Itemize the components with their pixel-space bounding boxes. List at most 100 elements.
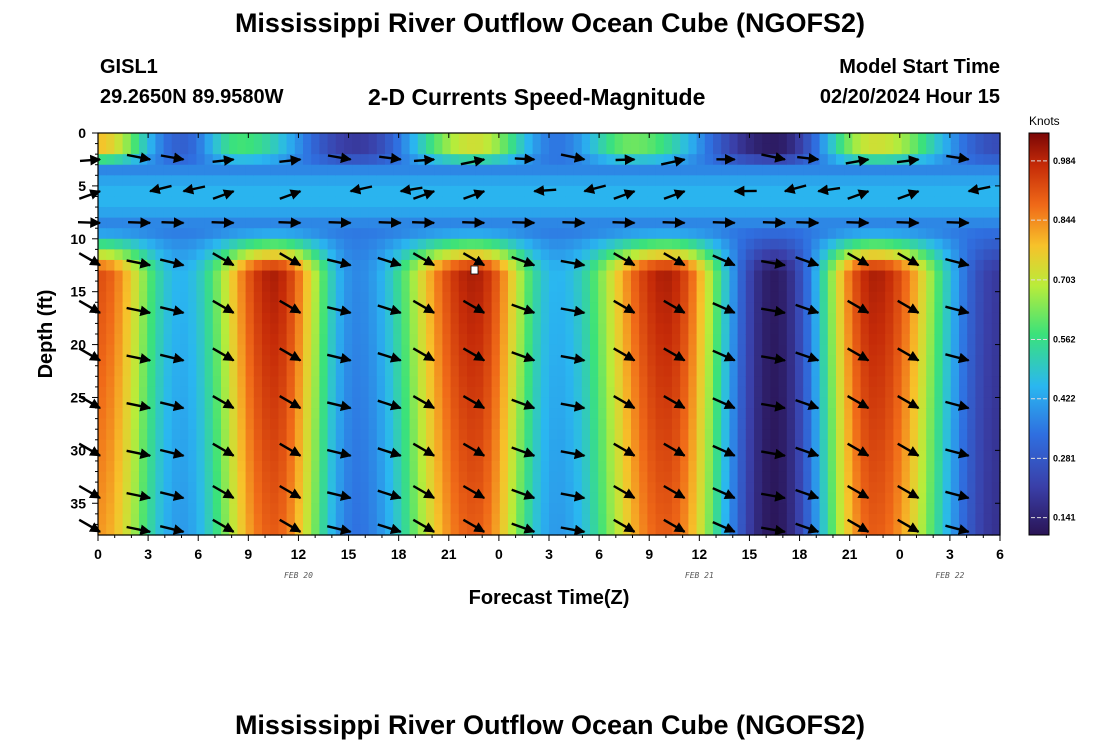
heatmap-cell xyxy=(860,207,870,219)
heatmap-cell xyxy=(975,302,985,314)
heatmap-cell xyxy=(278,207,288,219)
heatmap-cell xyxy=(803,460,812,473)
heatmap-cell xyxy=(352,175,361,187)
current-vector-arrow xyxy=(78,395,101,410)
heatmap-cell xyxy=(745,259,755,272)
heatmap-cell xyxy=(106,334,115,346)
heatmap-cell xyxy=(942,429,952,441)
heatmap-cell xyxy=(934,323,944,335)
heatmap-cell xyxy=(360,185,370,198)
current-vector-arrow xyxy=(712,487,736,500)
heatmap-cell xyxy=(114,418,124,430)
heatmap-cell xyxy=(196,207,206,219)
heatmap-cell xyxy=(409,460,419,473)
heatmap-cell xyxy=(811,238,821,250)
heatmap-cell xyxy=(860,133,870,145)
heatmap-cell xyxy=(647,492,657,504)
heatmap-cell xyxy=(499,228,509,240)
heatmap-cell xyxy=(877,249,886,261)
current-vector-arrow xyxy=(660,156,686,167)
heatmap-cell xyxy=(704,418,714,430)
heatmap-cell xyxy=(98,344,107,356)
heatmap-cell xyxy=(122,471,132,483)
heatmap-cell xyxy=(508,249,517,261)
heatmap-cell xyxy=(655,503,665,515)
heatmap-cell xyxy=(581,365,591,377)
heatmap-cell xyxy=(688,397,698,409)
heatmap-cell xyxy=(442,344,452,356)
heatmap-cell xyxy=(893,460,903,473)
heatmap-cell xyxy=(893,185,903,198)
heatmap-cell xyxy=(639,397,648,409)
heatmap-cell xyxy=(286,164,296,176)
heatmap-cell xyxy=(508,482,517,494)
heatmap-cell xyxy=(836,154,845,166)
heatmap-cell xyxy=(434,238,443,250)
heatmap-cell xyxy=(631,408,640,420)
heatmap-cell xyxy=(590,439,599,451)
heatmap-cell xyxy=(467,207,476,219)
heatmap-cell xyxy=(114,376,124,388)
heatmap-cell xyxy=(926,482,935,494)
heatmap-cell xyxy=(196,323,206,335)
heatmap-cell xyxy=(294,249,304,261)
heatmap-cell xyxy=(393,185,402,198)
current-vector-arrow xyxy=(412,518,436,533)
current-vector-arrow xyxy=(279,518,302,533)
heatmap-cell xyxy=(499,281,509,293)
heatmap-cell xyxy=(696,492,706,504)
heatmap-cell xyxy=(262,164,271,176)
heatmap-cell xyxy=(458,503,468,515)
heatmap-cell xyxy=(672,143,681,155)
heatmap-cell xyxy=(557,133,566,145)
heatmap-cell xyxy=(335,376,345,388)
heatmap-cell xyxy=(253,143,263,155)
heatmap-cell xyxy=(483,238,493,250)
heatmap-cell xyxy=(417,365,427,377)
heatmap-cell xyxy=(253,334,263,346)
heatmap-cell xyxy=(581,418,591,430)
heatmap-cell xyxy=(237,281,247,293)
heatmap-cell xyxy=(631,133,640,145)
heatmap-cell xyxy=(729,249,739,261)
heatmap-cell xyxy=(532,207,542,219)
heatmap-cell xyxy=(549,228,558,240)
heatmap-cell xyxy=(270,175,279,187)
heatmap-cell xyxy=(598,524,607,536)
heatmap-cell xyxy=(672,207,681,219)
heatmap-cell xyxy=(885,386,894,399)
current-vector-arrow xyxy=(326,448,352,459)
current-vector-arrow xyxy=(896,155,920,167)
heatmap-cell xyxy=(180,365,189,377)
heatmap-cell xyxy=(417,281,427,293)
heatmap-cell xyxy=(959,418,968,430)
heatmap-cell xyxy=(319,228,329,240)
heatmap-cell xyxy=(565,164,575,176)
heatmap-cell xyxy=(795,418,804,430)
heatmap-cell xyxy=(385,524,394,536)
heatmap-cell xyxy=(885,281,894,293)
heatmap-cell xyxy=(499,291,509,303)
current-vector-arrow xyxy=(613,484,636,500)
current-vector-arrow xyxy=(712,444,736,457)
heatmap-cell xyxy=(311,302,320,314)
heatmap-cell xyxy=(303,196,312,208)
heatmap-cell xyxy=(163,154,173,166)
heatmap-cell xyxy=(368,302,378,314)
heatmap-cell xyxy=(942,524,952,536)
heatmap-cell xyxy=(893,344,903,356)
heatmap-cell xyxy=(737,164,747,176)
heatmap-cell xyxy=(909,291,919,303)
heatmap-cell xyxy=(647,185,657,198)
heatmap-cell xyxy=(180,376,189,388)
heatmap-cell xyxy=(540,207,550,219)
heatmap-cell xyxy=(303,460,312,473)
heatmap-cell xyxy=(262,408,271,420)
colorbar-tick-label: 0.281 xyxy=(1053,453,1076,463)
heatmap-cell xyxy=(729,334,739,346)
heatmap-cell xyxy=(499,460,509,473)
heatmap-cell xyxy=(877,323,886,335)
heatmap-cell xyxy=(918,344,927,356)
heatmap-cell xyxy=(467,334,476,346)
heatmap-cell xyxy=(713,270,722,282)
